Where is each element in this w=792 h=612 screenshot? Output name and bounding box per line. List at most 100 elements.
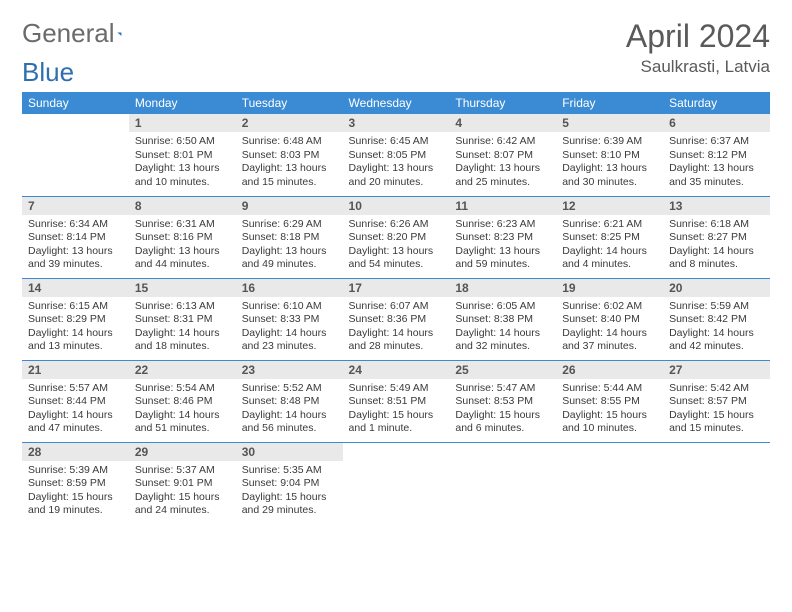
day-body: Sunrise: 5:57 AMSunset: 8:44 PMDaylight:… [22, 379, 129, 441]
calendar-cell: 6Sunrise: 6:37 AMSunset: 8:12 PMDaylight… [663, 114, 770, 196]
day-number: 2 [236, 114, 343, 132]
calendar-row: 14Sunrise: 6:15 AMSunset: 8:29 PMDayligh… [22, 278, 770, 360]
day-number: 26 [556, 361, 663, 379]
day-body: Sunrise: 6:42 AMSunset: 8:07 PMDaylight:… [449, 132, 556, 194]
day-number: 29 [129, 443, 236, 461]
calendar-row: 21Sunrise: 5:57 AMSunset: 8:44 PMDayligh… [22, 360, 770, 442]
day-number: 20 [663, 279, 770, 297]
day-body: Sunrise: 5:39 AMSunset: 8:59 PMDaylight:… [22, 461, 129, 523]
weekday-header: Monday [129, 92, 236, 114]
day-number: 5 [556, 114, 663, 132]
weekday-header-row: SundayMondayTuesdayWednesdayThursdayFrid… [22, 92, 770, 114]
weekday-header: Tuesday [236, 92, 343, 114]
day-number: 1 [129, 114, 236, 132]
day-body: Sunrise: 5:52 AMSunset: 8:48 PMDaylight:… [236, 379, 343, 441]
day-body: Sunrise: 6:07 AMSunset: 8:36 PMDaylight:… [343, 297, 450, 359]
day-number: 4 [449, 114, 556, 132]
day-number: 6 [663, 114, 770, 132]
calendar-cell [449, 442, 556, 524]
day-body: Sunrise: 6:05 AMSunset: 8:38 PMDaylight:… [449, 297, 556, 359]
logo-text-1: General [22, 18, 115, 49]
day-body: Sunrise: 6:21 AMSunset: 8:25 PMDaylight:… [556, 215, 663, 277]
logo-triangle-icon [117, 22, 122, 46]
day-body: Sunrise: 6:50 AMSunset: 8:01 PMDaylight:… [129, 132, 236, 194]
day-body: Sunrise: 6:34 AMSunset: 8:14 PMDaylight:… [22, 215, 129, 277]
weekday-header: Wednesday [343, 92, 450, 114]
calendar-cell: 2Sunrise: 6:48 AMSunset: 8:03 PMDaylight… [236, 114, 343, 196]
calendar-cell: 14Sunrise: 6:15 AMSunset: 8:29 PMDayligh… [22, 278, 129, 360]
day-number: 7 [22, 197, 129, 215]
day-body: Sunrise: 6:48 AMSunset: 8:03 PMDaylight:… [236, 132, 343, 194]
calendar-cell: 29Sunrise: 5:37 AMSunset: 9:01 PMDayligh… [129, 442, 236, 524]
day-number: 27 [663, 361, 770, 379]
day-number: 22 [129, 361, 236, 379]
calendar-cell: 8Sunrise: 6:31 AMSunset: 8:16 PMDaylight… [129, 196, 236, 278]
day-body: Sunrise: 5:44 AMSunset: 8:55 PMDaylight:… [556, 379, 663, 441]
calendar-cell: 1Sunrise: 6:50 AMSunset: 8:01 PMDaylight… [129, 114, 236, 196]
day-number: 12 [556, 197, 663, 215]
day-number: 14 [22, 279, 129, 297]
day-body: Sunrise: 5:37 AMSunset: 9:01 PMDaylight:… [129, 461, 236, 523]
calendar-table: SundayMondayTuesdayWednesdayThursdayFrid… [22, 92, 770, 524]
day-body: Sunrise: 6:31 AMSunset: 8:16 PMDaylight:… [129, 215, 236, 277]
day-body: Sunrise: 6:02 AMSunset: 8:40 PMDaylight:… [556, 297, 663, 359]
day-number: 25 [449, 361, 556, 379]
day-number: 11 [449, 197, 556, 215]
day-number: 10 [343, 197, 450, 215]
day-number: 15 [129, 279, 236, 297]
day-body: Sunrise: 6:26 AMSunset: 8:20 PMDaylight:… [343, 215, 450, 277]
day-body: Sunrise: 5:42 AMSunset: 8:57 PMDaylight:… [663, 379, 770, 441]
calendar-cell: 3Sunrise: 6:45 AMSunset: 8:05 PMDaylight… [343, 114, 450, 196]
day-body: Sunrise: 6:10 AMSunset: 8:33 PMDaylight:… [236, 297, 343, 359]
day-body: Sunrise: 5:54 AMSunset: 8:46 PMDaylight:… [129, 379, 236, 441]
calendar-row: 28Sunrise: 5:39 AMSunset: 8:59 PMDayligh… [22, 442, 770, 524]
day-body: Sunrise: 6:13 AMSunset: 8:31 PMDaylight:… [129, 297, 236, 359]
calendar-cell: 17Sunrise: 6:07 AMSunset: 8:36 PMDayligh… [343, 278, 450, 360]
day-body: Sunrise: 5:59 AMSunset: 8:42 PMDaylight:… [663, 297, 770, 359]
calendar-cell: 16Sunrise: 6:10 AMSunset: 8:33 PMDayligh… [236, 278, 343, 360]
day-body: Sunrise: 6:23 AMSunset: 8:23 PMDaylight:… [449, 215, 556, 277]
weekday-header: Saturday [663, 92, 770, 114]
calendar-cell: 27Sunrise: 5:42 AMSunset: 8:57 PMDayligh… [663, 360, 770, 442]
day-body: Sunrise: 6:18 AMSunset: 8:27 PMDaylight:… [663, 215, 770, 277]
calendar-cell: 18Sunrise: 6:05 AMSunset: 8:38 PMDayligh… [449, 278, 556, 360]
calendar-cell: 7Sunrise: 6:34 AMSunset: 8:14 PMDaylight… [22, 196, 129, 278]
day-number: 24 [343, 361, 450, 379]
calendar-cell: 24Sunrise: 5:49 AMSunset: 8:51 PMDayligh… [343, 360, 450, 442]
day-number: 13 [663, 197, 770, 215]
calendar-cell: 21Sunrise: 5:57 AMSunset: 8:44 PMDayligh… [22, 360, 129, 442]
calendar-cell: 20Sunrise: 5:59 AMSunset: 8:42 PMDayligh… [663, 278, 770, 360]
calendar-cell: 13Sunrise: 6:18 AMSunset: 8:27 PMDayligh… [663, 196, 770, 278]
day-body: Sunrise: 6:39 AMSunset: 8:10 PMDaylight:… [556, 132, 663, 194]
day-number: 30 [236, 443, 343, 461]
day-number: 9 [236, 197, 343, 215]
calendar-cell: 25Sunrise: 5:47 AMSunset: 8:53 PMDayligh… [449, 360, 556, 442]
day-number: 28 [22, 443, 129, 461]
calendar-cell [556, 442, 663, 524]
calendar-cell: 10Sunrise: 6:26 AMSunset: 8:20 PMDayligh… [343, 196, 450, 278]
calendar-cell: 26Sunrise: 5:44 AMSunset: 8:55 PMDayligh… [556, 360, 663, 442]
calendar-cell: 28Sunrise: 5:39 AMSunset: 8:59 PMDayligh… [22, 442, 129, 524]
logo: General [22, 18, 147, 49]
month-title: April 2024 [626, 18, 770, 55]
calendar-cell [22, 114, 129, 196]
day-number: 17 [343, 279, 450, 297]
day-number: 3 [343, 114, 450, 132]
day-body: Sunrise: 5:35 AMSunset: 9:04 PMDaylight:… [236, 461, 343, 523]
calendar-cell: 11Sunrise: 6:23 AMSunset: 8:23 PMDayligh… [449, 196, 556, 278]
calendar-row: 1Sunrise: 6:50 AMSunset: 8:01 PMDaylight… [22, 114, 770, 196]
day-number: 21 [22, 361, 129, 379]
day-body: Sunrise: 5:49 AMSunset: 8:51 PMDaylight:… [343, 379, 450, 441]
calendar-cell: 4Sunrise: 6:42 AMSunset: 8:07 PMDaylight… [449, 114, 556, 196]
calendar-cell: 23Sunrise: 5:52 AMSunset: 8:48 PMDayligh… [236, 360, 343, 442]
day-body: Sunrise: 6:37 AMSunset: 8:12 PMDaylight:… [663, 132, 770, 194]
day-number: 18 [449, 279, 556, 297]
weekday-header: Friday [556, 92, 663, 114]
day-number: 23 [236, 361, 343, 379]
weekday-header: Sunday [22, 92, 129, 114]
calendar-cell: 12Sunrise: 6:21 AMSunset: 8:25 PMDayligh… [556, 196, 663, 278]
calendar-cell: 30Sunrise: 5:35 AMSunset: 9:04 PMDayligh… [236, 442, 343, 524]
calendar-cell [663, 442, 770, 524]
day-body: Sunrise: 6:29 AMSunset: 8:18 PMDaylight:… [236, 215, 343, 277]
calendar-cell: 5Sunrise: 6:39 AMSunset: 8:10 PMDaylight… [556, 114, 663, 196]
